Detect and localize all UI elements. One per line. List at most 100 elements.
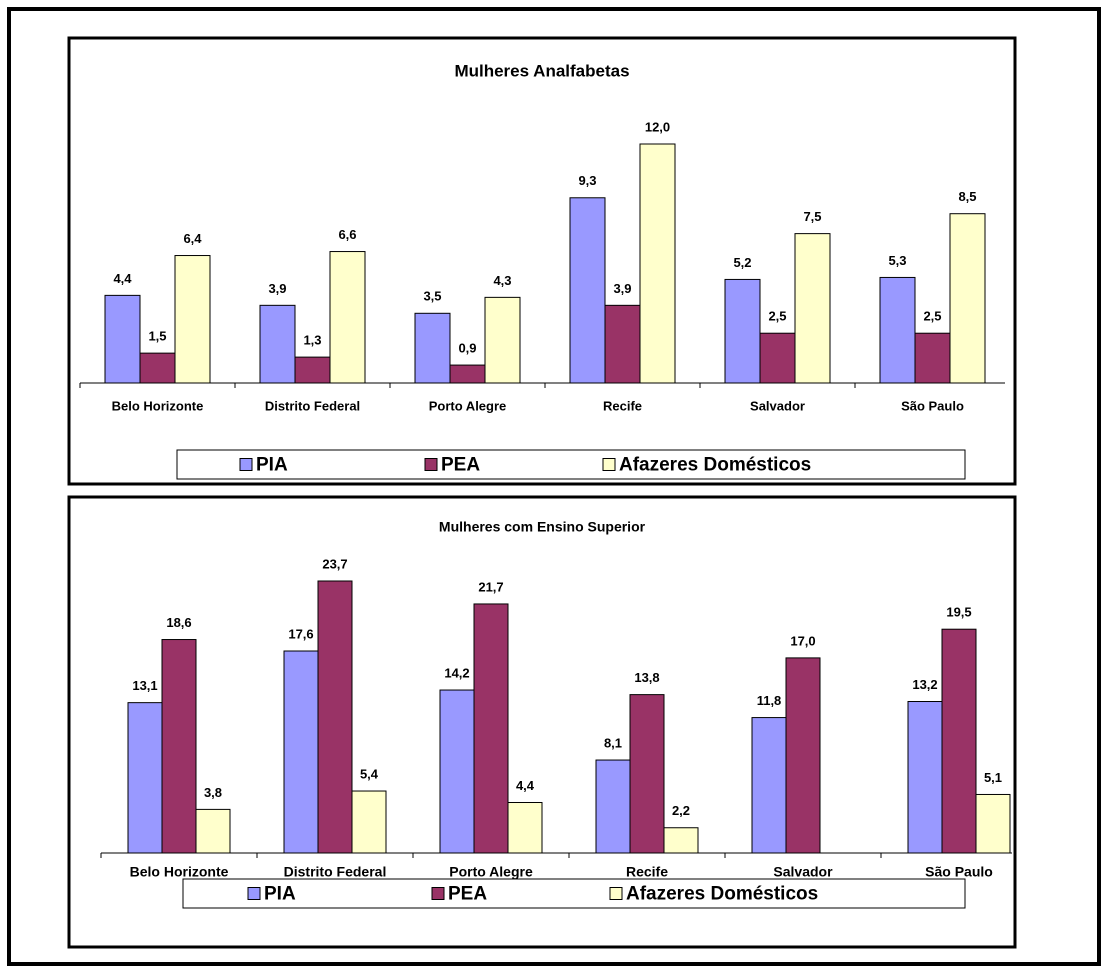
value-label: 19,5 bbox=[946, 605, 971, 620]
value-label: 12,0 bbox=[645, 119, 670, 134]
value-label: 11,8 bbox=[757, 693, 782, 708]
x-tick-label: São Paulo bbox=[925, 864, 993, 880]
legend-label: Afazeres Domésticos bbox=[626, 884, 818, 905]
bar bbox=[663, 827, 699, 854]
value-label: 14,2 bbox=[444, 665, 469, 680]
value-label: 18,6 bbox=[166, 615, 191, 630]
bar bbox=[949, 213, 986, 384]
value-label: 23,7 bbox=[322, 556, 347, 571]
value-label: 13,8 bbox=[634, 670, 659, 685]
bar bbox=[724, 278, 761, 384]
bar bbox=[507, 802, 543, 854]
bar bbox=[759, 332, 796, 384]
value-label: 17,0 bbox=[790, 633, 815, 648]
bar bbox=[127, 702, 163, 854]
legend-label: PIA bbox=[256, 455, 288, 476]
value-label: 5,2 bbox=[733, 255, 751, 270]
value-label: 13,2 bbox=[912, 677, 937, 692]
value-label: 2,5 bbox=[768, 309, 786, 324]
value-label: 4,4 bbox=[516, 778, 535, 793]
bar bbox=[794, 233, 831, 384]
bar bbox=[139, 352, 176, 384]
value-label: 5,1 bbox=[984, 770, 1002, 785]
legend-swatch bbox=[239, 458, 253, 471]
value-label: 5,4 bbox=[360, 766, 379, 781]
bar bbox=[975, 793, 1011, 854]
x-tick-label: Distrito Federal bbox=[265, 398, 360, 413]
value-label: 21,7 bbox=[478, 579, 503, 594]
x-tick-label: Porto Alegre bbox=[429, 398, 507, 413]
value-label: 6,6 bbox=[338, 227, 356, 242]
value-label: 9,3 bbox=[578, 173, 596, 188]
x-tick-label: São Paulo bbox=[901, 398, 964, 413]
chart-frame bbox=[67, 36, 1017, 486]
value-label: 6,4 bbox=[183, 231, 202, 246]
legend-swatch bbox=[431, 887, 445, 900]
bar bbox=[161, 639, 197, 854]
bar bbox=[907, 701, 943, 854]
bar bbox=[439, 689, 475, 854]
bar bbox=[317, 580, 353, 854]
x-tick-label: Porto Alegre bbox=[449, 864, 533, 880]
chart-frame bbox=[67, 495, 1017, 949]
legend-label: PIA bbox=[264, 884, 296, 905]
x-tick-label: Distrito Federal bbox=[284, 864, 387, 880]
value-label: 3,5 bbox=[423, 289, 441, 304]
chart-title: Mulheres com Ensino Superior bbox=[439, 519, 646, 535]
x-tick-label: Salvador bbox=[750, 398, 805, 413]
legend-box bbox=[176, 449, 966, 480]
value-label: 8,5 bbox=[958, 189, 976, 204]
bar bbox=[629, 694, 665, 854]
bar bbox=[785, 657, 821, 854]
bar bbox=[914, 332, 951, 384]
legend-box bbox=[182, 878, 966, 909]
bar bbox=[751, 717, 787, 854]
value-label: 7,5 bbox=[803, 209, 821, 224]
bar bbox=[604, 304, 641, 384]
bar bbox=[595, 759, 631, 854]
bar bbox=[351, 790, 387, 854]
bar bbox=[294, 356, 331, 384]
bar bbox=[473, 603, 509, 854]
value-label: 3,9 bbox=[268, 281, 286, 296]
bar bbox=[449, 364, 486, 384]
bar bbox=[104, 294, 141, 384]
x-tick-label: Recife bbox=[626, 864, 668, 880]
bar bbox=[639, 143, 676, 384]
legend-label: Afazeres Domésticos bbox=[619, 455, 811, 476]
legend-swatch bbox=[247, 887, 261, 900]
value-label: 3,9 bbox=[613, 281, 631, 296]
bar bbox=[941, 628, 977, 854]
x-tick-label: Belo Horizonte bbox=[130, 864, 229, 880]
bar bbox=[329, 251, 366, 384]
bar bbox=[259, 304, 296, 384]
bar bbox=[879, 276, 916, 384]
value-label: 0,9 bbox=[458, 341, 476, 356]
value-label: 3,8 bbox=[204, 785, 222, 800]
x-tick-label: Salvador bbox=[773, 864, 833, 880]
value-label: 4,3 bbox=[493, 273, 511, 288]
bar bbox=[569, 197, 606, 384]
value-label: 17,6 bbox=[288, 626, 313, 641]
legend-swatch bbox=[424, 458, 438, 471]
value-label: 8,1 bbox=[604, 735, 622, 750]
legend-swatch bbox=[609, 887, 623, 900]
bar bbox=[414, 312, 451, 384]
value-label: 2,2 bbox=[672, 803, 690, 818]
bar bbox=[195, 808, 231, 854]
value-label: 1,5 bbox=[148, 329, 166, 344]
chart-title: Mulheres Analfabetas bbox=[454, 61, 629, 80]
legend-swatch bbox=[602, 458, 616, 471]
x-tick-label: Belo Horizonte bbox=[112, 398, 204, 413]
value-label: 5,3 bbox=[888, 253, 906, 268]
bar bbox=[484, 296, 521, 384]
value-label: 13,1 bbox=[132, 678, 157, 693]
legend-label: PEA bbox=[448, 884, 487, 905]
value-label: 4,4 bbox=[113, 271, 132, 286]
bar bbox=[283, 650, 319, 854]
value-label: 1,3 bbox=[303, 333, 321, 348]
legend-label: PEA bbox=[441, 455, 480, 476]
bar bbox=[174, 255, 211, 384]
x-tick-label: Recife bbox=[603, 398, 642, 413]
